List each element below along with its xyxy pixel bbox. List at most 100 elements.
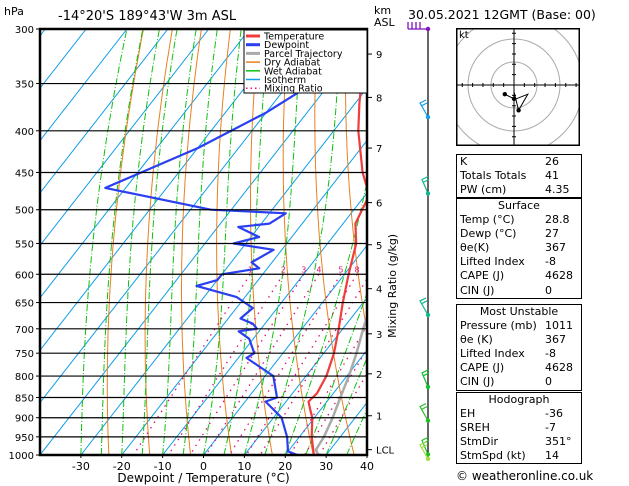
hodograph-ring <box>456 28 580 146</box>
pressure-tick-label: 550 <box>15 239 34 250</box>
x-axis-label: Dewpoint / Temperature (°C) <box>117 471 289 485</box>
isotherm-line <box>203 244 367 455</box>
dry-adiabat-line <box>375 29 436 455</box>
isotherm-line <box>40 29 332 404</box>
km-tick-label: 2 <box>376 370 382 381</box>
surface-row: θe(K) 367 <box>460 241 566 255</box>
km-tick-label: 9 <box>376 50 382 61</box>
pressure-tick-label: 450 <box>15 168 34 179</box>
mixing-ratio-label: 2 <box>281 265 286 274</box>
index-row: K 26 <box>460 155 559 168</box>
legend-entry: Parcel Trajectory <box>264 49 343 60</box>
x-tick-label: 10 <box>237 460 251 473</box>
legend-entry: Dry Adiabat <box>264 58 321 69</box>
mixing-ratio-line <box>205 273 320 455</box>
isotherm-line <box>40 29 128 142</box>
mixing-ratio-label: 5 <box>338 265 343 274</box>
hodograph-ring <box>456 28 580 146</box>
hodograph-stats-title: Hodograph <box>488 393 550 406</box>
hodograph-point <box>516 108 521 113</box>
mu-row: Lifted Index -8 <box>460 347 556 361</box>
location-title: -14°20'S 189°43'W 3m ASL <box>58 9 237 24</box>
surface-row: Temp (°C) 28.8 <box>460 213 570 227</box>
legend-entry: Mixing Ratio <box>264 84 323 95</box>
mu-row: Pressure (mb) 1011 <box>460 319 573 333</box>
x-tick-label: -30 <box>72 460 90 473</box>
isotherm-line <box>162 192 367 455</box>
x-tick-label: 30 <box>319 460 333 473</box>
wind-barb <box>419 441 429 460</box>
isotherm-line <box>243 296 367 455</box>
pressure-tick-label: 400 <box>15 127 34 138</box>
dry-adiabat-line <box>607 29 629 455</box>
km-tick-label: LCL <box>376 446 395 457</box>
wind-barb <box>419 99 429 118</box>
isotherm-line <box>40 29 169 194</box>
pressure-tick-label: 950 <box>15 433 34 444</box>
dry-adiabat-line <box>578 29 629 455</box>
x-tick-label: 40 <box>360 460 374 473</box>
hodograph <box>456 28 580 146</box>
mu-row: CIN (J) 0 <box>460 375 552 389</box>
dewpoint-line <box>104 29 348 455</box>
surface-row: Dewp (°C) 27 <box>460 227 559 241</box>
pressure-tick-label: 850 <box>15 393 34 404</box>
parcel-trajectory-line <box>314 312 367 455</box>
surface-row: CAPE (J) 4628 <box>460 269 573 283</box>
pressure-tick-label: 300 <box>15 25 34 36</box>
km-tick-label: 5 <box>376 241 382 252</box>
mixing-ratio-line <box>245 273 358 455</box>
index-row: Totals Totals 41 <box>460 169 559 183</box>
surface-table: Surface Temp (°C) 28.8 Dewp (°C) 27 θe(K) 3… <box>456 198 582 299</box>
hodograph-plot <box>456 28 580 146</box>
isotherm-line <box>40 29 210 247</box>
mixing-ratio-label: 8 <box>355 265 360 274</box>
surface-row: Lifted Index -8 <box>460 255 556 269</box>
copyright-link[interactable]: © weatheronline.co.uk <box>456 469 594 483</box>
wind-barb <box>419 297 429 316</box>
hodograph-frame <box>456 28 580 146</box>
pressure-unit-label: hPa <box>4 5 24 18</box>
hodograph-stats-table: Hodograph EH -36 SREH -7 StmDir 351° StmSpd… <box>456 392 582 465</box>
wind-barb <box>421 175 430 194</box>
km-tick-label: 8 <box>376 93 382 104</box>
mu-row: θe (K) 367 <box>460 333 566 347</box>
mixing-ratio-label: 20 <box>407 265 417 274</box>
mixing-ratio-label: 25 <box>421 265 431 274</box>
legend-entry: Isotherm <box>264 75 306 86</box>
km-tick-label: 4 <box>376 285 382 296</box>
wet-adiabat-line <box>121 29 160 455</box>
hodograph-point <box>511 96 517 102</box>
wet-adiabat-line <box>223 29 270 455</box>
mixing-ratio-line <box>289 324 367 455</box>
mixing-ratio-line <box>189 273 305 455</box>
hodograph-unit: kt <box>459 30 469 41</box>
mu-row: CAPE (J) 4628 <box>460 361 573 375</box>
km-tick-label: 3 <box>376 330 382 341</box>
legend-entry: Dewpoint <box>264 40 309 51</box>
mixing-ratio-line <box>259 277 367 455</box>
km-label: km <box>374 4 392 17</box>
wind-barb <box>407 22 428 30</box>
legend-entry: Temperature <box>263 32 324 43</box>
pressure-tick-label: 350 <box>15 80 34 91</box>
legend-entry: Wet Adiabat <box>264 66 322 77</box>
pressure-tick-label: 1000 <box>9 451 34 462</box>
pressure-tick-label: 500 <box>15 206 34 217</box>
hodograph-ticks <box>461 32 577 138</box>
dry-adiabat-line <box>216 29 232 455</box>
wet-adiabat-line <box>80 29 128 455</box>
isotherm-line <box>80 87 367 455</box>
most-unstable-table: Most Unstable Pressure (mb) 1011 θe (K) 36… <box>456 304 582 391</box>
isotherm-line <box>284 349 367 455</box>
legend-box <box>243 29 368 94</box>
mixing-ratio-label: 3 <box>301 265 306 274</box>
hodograph-point <box>502 92 507 97</box>
asl-label: ASL <box>374 16 395 29</box>
isotherm-line <box>40 34 367 455</box>
isotherm-line <box>40 29 291 352</box>
hodo-row: EH -36 <box>460 407 563 421</box>
index-row: PW (cm) 4.35 <box>460 183 570 197</box>
